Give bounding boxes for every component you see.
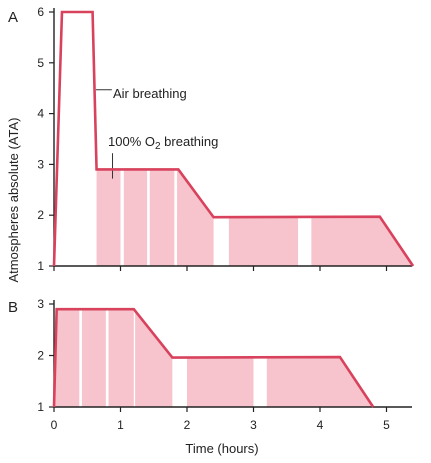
oxygen-breathing-annotation: 100% O2 breathing	[108, 134, 218, 152]
x-tick-label: 3	[250, 418, 257, 432]
oxygen-band-b-1	[54, 309, 80, 407]
air-breathing-annotation: Air breathing	[113, 86, 187, 101]
oxygen-band-b-2	[81, 309, 106, 407]
y-tick-label: 3	[37, 157, 44, 171]
x-tick-label: 2	[184, 418, 191, 432]
oxygen-breathing-bands	[54, 169, 414, 407]
y-tick-label: 1	[37, 400, 44, 414]
oxygen-band-b-4	[135, 310, 173, 407]
x-tick-label: 5	[383, 418, 390, 432]
oxygen-annotation-prefix: 100%	[108, 134, 145, 149]
pressure-profiles	[52, 10, 415, 408]
oxygen-band-b-3	[108, 309, 134, 407]
y-axis-title: Atmospheres absolute (ATA)	[6, 118, 21, 283]
y-tick-label: 1	[37, 259, 44, 273]
oxygen-band-b-5	[187, 357, 254, 407]
y-tick-label: 2	[37, 349, 44, 363]
pressure-profile-b	[52, 307, 375, 408]
y-tick-label: 4	[37, 107, 44, 121]
y-tick-label: 2	[37, 208, 44, 222]
y-tick-label: 3	[37, 297, 44, 311]
x-tick-label: 4	[317, 418, 324, 432]
x-tick-label: 0	[51, 418, 58, 432]
oxygen-annotation-suffix: breathing	[161, 134, 219, 149]
oxygen-band-a-4	[177, 169, 214, 266]
chart-text: A B Atmospheres absolute (ATA) Time (hou…	[6, 5, 390, 456]
panel-a-label: A	[8, 9, 18, 26]
oxygen-band-a-5	[228, 216, 299, 266]
y-tick-label: 5	[37, 56, 44, 70]
oxygen-band-a-2	[123, 169, 148, 266]
oxygen-annotation-subscript: 2	[155, 141, 161, 152]
y-tick-label: 6	[37, 5, 44, 19]
oxygen-annotation-o: O	[145, 134, 155, 149]
panel-b-label: B	[8, 299, 18, 316]
oxygen-band-a-3	[149, 169, 175, 266]
x-tick-label: 1	[117, 418, 124, 432]
x-axis-title: Time (hours)	[185, 441, 258, 456]
oxygen-band-a-1	[96, 169, 121, 266]
pressure-profile-a	[52, 10, 415, 267]
oxygen-band-b-6	[266, 357, 374, 407]
